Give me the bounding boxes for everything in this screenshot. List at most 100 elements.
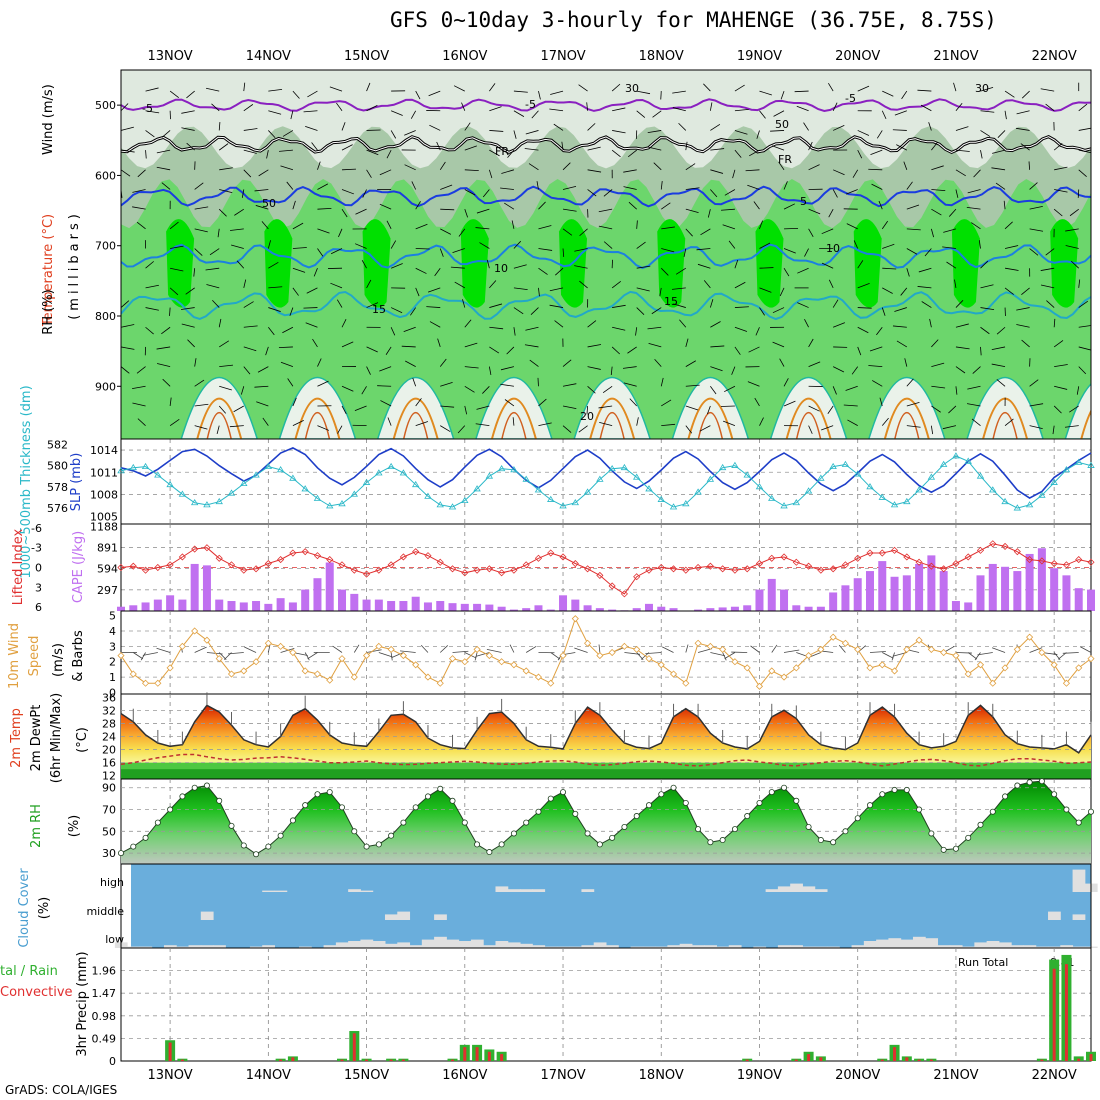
precip-tick-label: 1.47 [92, 987, 117, 1000]
wind-barb [243, 346, 257, 352]
temp-contour-30 [304, 412, 331, 439]
wind-barb [132, 206, 146, 210]
contour-label: 50 [775, 118, 789, 131]
temp-contour-30 [697, 412, 724, 439]
cape-bar [227, 601, 236, 611]
cloud-bg [131, 864, 1091, 948]
wind10m-barb [1029, 647, 1043, 653]
lifted-index-point [706, 562, 714, 570]
cloud-low-bar [704, 945, 718, 948]
lifted-index-point [559, 553, 567, 561]
wind-barb [759, 110, 766, 119]
wind-barb [759, 307, 765, 316]
wind-barb [1053, 142, 1063, 151]
rh2m-point [400, 819, 407, 826]
wind-barb [292, 90, 300, 99]
lifted-index-point [301, 548, 309, 556]
contour-label: 5 [800, 195, 807, 208]
wind10m-point [240, 667, 248, 675]
wind-barb [1029, 228, 1044, 232]
wind10m-point [633, 645, 641, 653]
rh-core-90 [853, 219, 882, 308]
wind-barb [971, 222, 981, 230]
slp-tick-label: 1005 [90, 511, 118, 524]
wind-barb [587, 344, 602, 348]
rh2m-point [560, 789, 567, 796]
rh2m-point [793, 797, 800, 804]
wind-barb [759, 90, 772, 96]
lifted-index-point [154, 563, 162, 572]
thickness-point [706, 475, 715, 482]
wind-barb [808, 425, 813, 434]
cape-bar [325, 562, 334, 611]
upper-ylabel-mb: (millibars) [67, 210, 82, 320]
thickness-point [657, 495, 665, 502]
rh2m-tick-label: 30 [102, 847, 116, 860]
cloud-low-bar [827, 946, 840, 948]
cape-bar [276, 598, 285, 611]
temp-contour-30 [599, 412, 625, 439]
wind-barb [759, 220, 763, 229]
cape-bar [141, 602, 150, 611]
wind-barb [317, 183, 329, 190]
thickness-point [289, 474, 297, 481]
wind-barb [821, 262, 834, 269]
rh2m-point [314, 791, 321, 798]
wind10m-barb [550, 652, 561, 660]
wind10m-point [940, 648, 948, 657]
precip-ylabel-b: Convective [0, 985, 73, 1000]
rh2m-ylabel-a: 2m RH [29, 804, 44, 848]
wind-barb [1029, 182, 1038, 190]
wind-barb [808, 164, 820, 171]
wind-barb [265, 346, 269, 356]
wind-barb [857, 307, 872, 309]
rh2m-point [1075, 819, 1082, 826]
temp2m-tick-label: 32 [102, 704, 116, 717]
cape-bar [473, 603, 482, 611]
lifted-index-point [694, 563, 702, 572]
precip-panel-frame [120, 947, 1092, 1062]
wind-barb [504, 399, 515, 407]
thickness-point [1075, 458, 1083, 465]
wind-barb [121, 267, 122, 269]
wind-barb [464, 342, 478, 348]
rh-core-90 [460, 219, 489, 308]
wind-barb [1029, 379, 1039, 387]
wind-barb [234, 208, 245, 216]
wind-barb [955, 366, 966, 374]
wind-barb [783, 378, 789, 387]
wind-barb [464, 169, 479, 172]
wind-barb [679, 319, 687, 328]
rh2m-point [449, 797, 456, 804]
wind10m-barb [1079, 646, 1092, 653]
cloud-low-bar [397, 942, 411, 948]
wind-barb [145, 110, 160, 114]
wind-barb [636, 307, 645, 316]
wind10m-barb [991, 647, 1006, 653]
lifted-index-point [1001, 542, 1009, 550]
wind-barb [734, 259, 739, 269]
wind-barb [587, 366, 601, 370]
surface-dome [180, 377, 259, 439]
wind10m-point [903, 645, 911, 653]
surface-dome [573, 377, 651, 439]
wind-barb [464, 189, 476, 196]
thickness-point [841, 460, 850, 467]
thickness-point [620, 463, 629, 471]
wind-barb [366, 366, 371, 375]
rh2m-point [474, 841, 481, 848]
wind-barb [268, 130, 276, 139]
wind-barb [243, 169, 252, 178]
wind-barb [896, 340, 908, 348]
cloud-low-bar [642, 946, 656, 948]
precip-conv-bar [168, 1042, 172, 1061]
wind-barb [1028, 161, 1031, 170]
cloud-low-bar [593, 942, 607, 948]
wind-barb [366, 279, 372, 289]
wind10m-point [166, 664, 174, 672]
wind-barb [587, 123, 596, 131]
wind10m-point [866, 664, 874, 672]
lifted-index-point [903, 553, 911, 561]
wind-barb [136, 366, 146, 374]
wind-barb [1029, 425, 1043, 430]
